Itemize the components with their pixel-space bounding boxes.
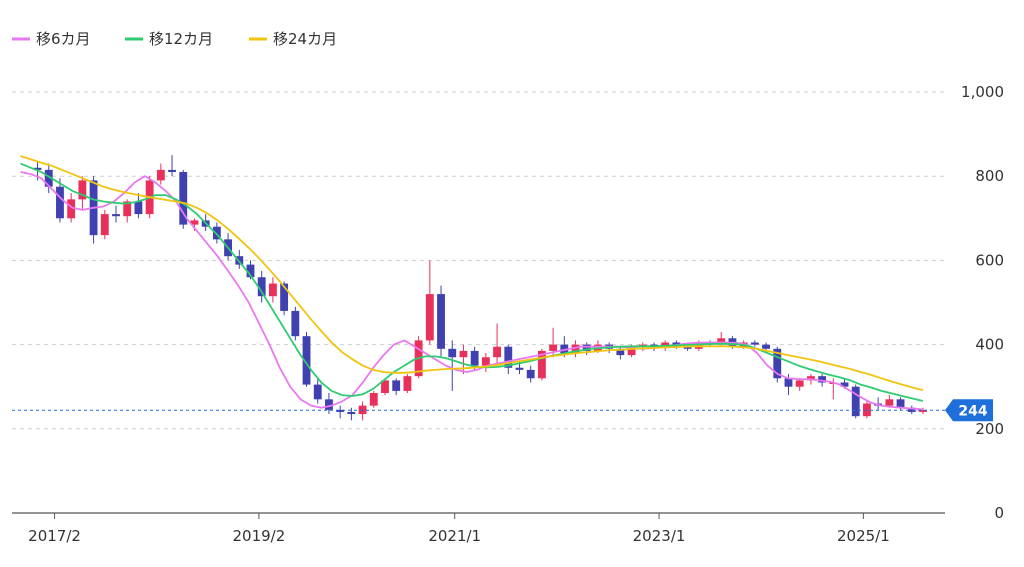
legend-label-12m: 移12カ月 (149, 30, 213, 48)
candle-body (840, 382, 849, 387)
candle-body (33, 167, 42, 170)
legend: 移6カ月 移12カ月 移24カ月 (12, 30, 337, 48)
candle-body (616, 348, 625, 356)
candle-body (369, 393, 378, 406)
candle-body (571, 344, 580, 354)
candle-body (818, 376, 827, 383)
x-tick-label: 2017/2 (28, 527, 81, 545)
candle-body (302, 336, 311, 385)
candle-body (896, 399, 905, 408)
x-tick-label: 2019/2 (233, 527, 286, 545)
current-price: 244 (12, 399, 993, 422)
candle-body (459, 350, 468, 358)
legend-label-24m: 移24カ月 (273, 30, 337, 48)
y-tick-label: 200 (975, 420, 1004, 438)
candle-body (795, 380, 804, 387)
x-axis-ticks: 2017/2 2019/2 2021/1 2023/1 2025/1 (28, 513, 890, 545)
candle-body (313, 384, 322, 400)
legend-item-6m[interactable]: 移6カ月 (12, 30, 91, 48)
ma-line-6m (20, 171, 924, 411)
legend-label-6m: 移6カ月 (36, 30, 91, 48)
candle-body (325, 399, 333, 410)
ma-line-12m (20, 162, 924, 402)
candle-body (683, 346, 692, 349)
candle-body (168, 169, 176, 172)
candle-body (78, 180, 87, 200)
candle-body (582, 344, 591, 351)
candle-body (907, 407, 916, 412)
candle-body (885, 399, 894, 406)
x-tick-label: 2023/1 (633, 527, 686, 545)
candle-body (56, 186, 64, 219)
candle-body (246, 264, 255, 278)
candle-body (661, 342, 670, 347)
candle-body (268, 283, 277, 297)
candle-body (67, 199, 76, 219)
candle-body (392, 380, 401, 391)
y-tick-label: 1,000 (961, 83, 1004, 101)
candle-body (134, 201, 143, 215)
candle-body (123, 201, 132, 217)
candle-body (448, 348, 457, 358)
candle-body (504, 346, 513, 368)
y-tick-label: 0 (994, 504, 1004, 522)
candle-body (336, 409, 345, 412)
candle-body (493, 346, 501, 358)
legend-item-12m[interactable]: 移12カ月 (125, 30, 213, 48)
candle-body (537, 350, 546, 379)
candle-body (806, 376, 815, 381)
candle-body (44, 169, 53, 187)
y-tick-label: 800 (975, 167, 1004, 185)
candle-body (526, 369, 535, 379)
candle-body (717, 338, 726, 345)
candle-body (560, 344, 569, 354)
current-price-tag (945, 399, 993, 422)
x-tick-label: 2021/1 (428, 527, 481, 545)
candle-body (919, 409, 927, 412)
candle-body (773, 348, 782, 379)
candle-body (156, 169, 165, 181)
candle-body (179, 171, 188, 225)
x-tick-label: 2025/1 (837, 527, 890, 545)
candle-body (100, 214, 109, 236)
candle-body (403, 376, 412, 391)
ma-line-24m (20, 155, 924, 391)
candle-body (470, 350, 479, 366)
candle-body (851, 386, 860, 417)
candle-body (212, 226, 221, 240)
candle-body (112, 214, 120, 217)
candle-body (481, 357, 490, 366)
candle-body (190, 220, 199, 225)
candle-body (627, 346, 636, 356)
y-tick-label: 600 (975, 251, 1004, 269)
candle-body (291, 310, 300, 337)
candle-body (549, 344, 558, 351)
candle-body (437, 294, 445, 349)
candle-body (347, 411, 356, 415)
candle-body (762, 344, 770, 349)
moving-averages (20, 155, 924, 411)
candle-body (425, 294, 434, 341)
gridlines (12, 91, 945, 514)
candle-body (381, 380, 389, 394)
y-axis-ticks: 0 200 400 600 800 1,000 (961, 83, 1004, 522)
candle-body (280, 283, 289, 311)
candle-body (784, 378, 793, 387)
current-price-label: 244 (958, 403, 987, 419)
candle-body (750, 342, 759, 345)
legend-item-24m[interactable]: 移24カ月 (249, 30, 337, 48)
candle-body (515, 367, 524, 370)
candle-body (257, 277, 266, 297)
y-tick-label: 400 (975, 336, 1004, 354)
